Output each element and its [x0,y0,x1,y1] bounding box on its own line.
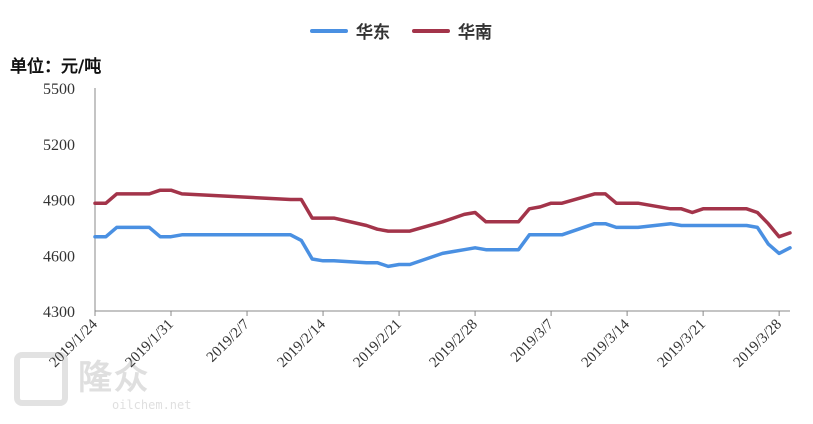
series-line-east [93,221,792,269]
x-tick-label: 2019/3/14 [579,316,634,371]
x-tick-label: 2019/2/21 [351,317,405,371]
watermark-text: 隆众 [78,358,150,398]
series-line-south [93,188,792,239]
watermark-sub: oilchem.net [112,398,192,412]
y-tick-label: 4900 [43,193,75,210]
legend-item-south: 华南 [412,18,492,43]
x-tick-label: 2019/2/28 [427,317,481,371]
x-tick-label: 2019/3/28 [731,317,785,371]
y-tick-label: 5500 [43,81,75,98]
y-tick-label: 4300 [43,304,75,321]
unit-label: 单位：元/吨 [10,57,102,77]
legend-swatch-south [412,28,450,33]
y-tick-label: 4600 [43,248,75,265]
x-tick-label: 2019/2/14 [275,316,330,371]
watermark: 隆众 oilchem.net [12,348,222,418]
y-tick-label: 5200 [43,137,75,154]
legend-item-east: 华东 [310,18,390,43]
legend: 华东 华南 [310,18,514,43]
series-lines [93,188,792,269]
legend-swatch-east [310,28,348,33]
x-tick-label: 2019/3/7 [508,316,557,365]
legend-label-east: 华东 [356,23,390,43]
x-tick-label: 2019/3/21 [655,317,709,371]
axes [94,88,790,312]
legend-label-south: 华南 [458,23,492,43]
watermark-logo-icon [14,352,68,406]
